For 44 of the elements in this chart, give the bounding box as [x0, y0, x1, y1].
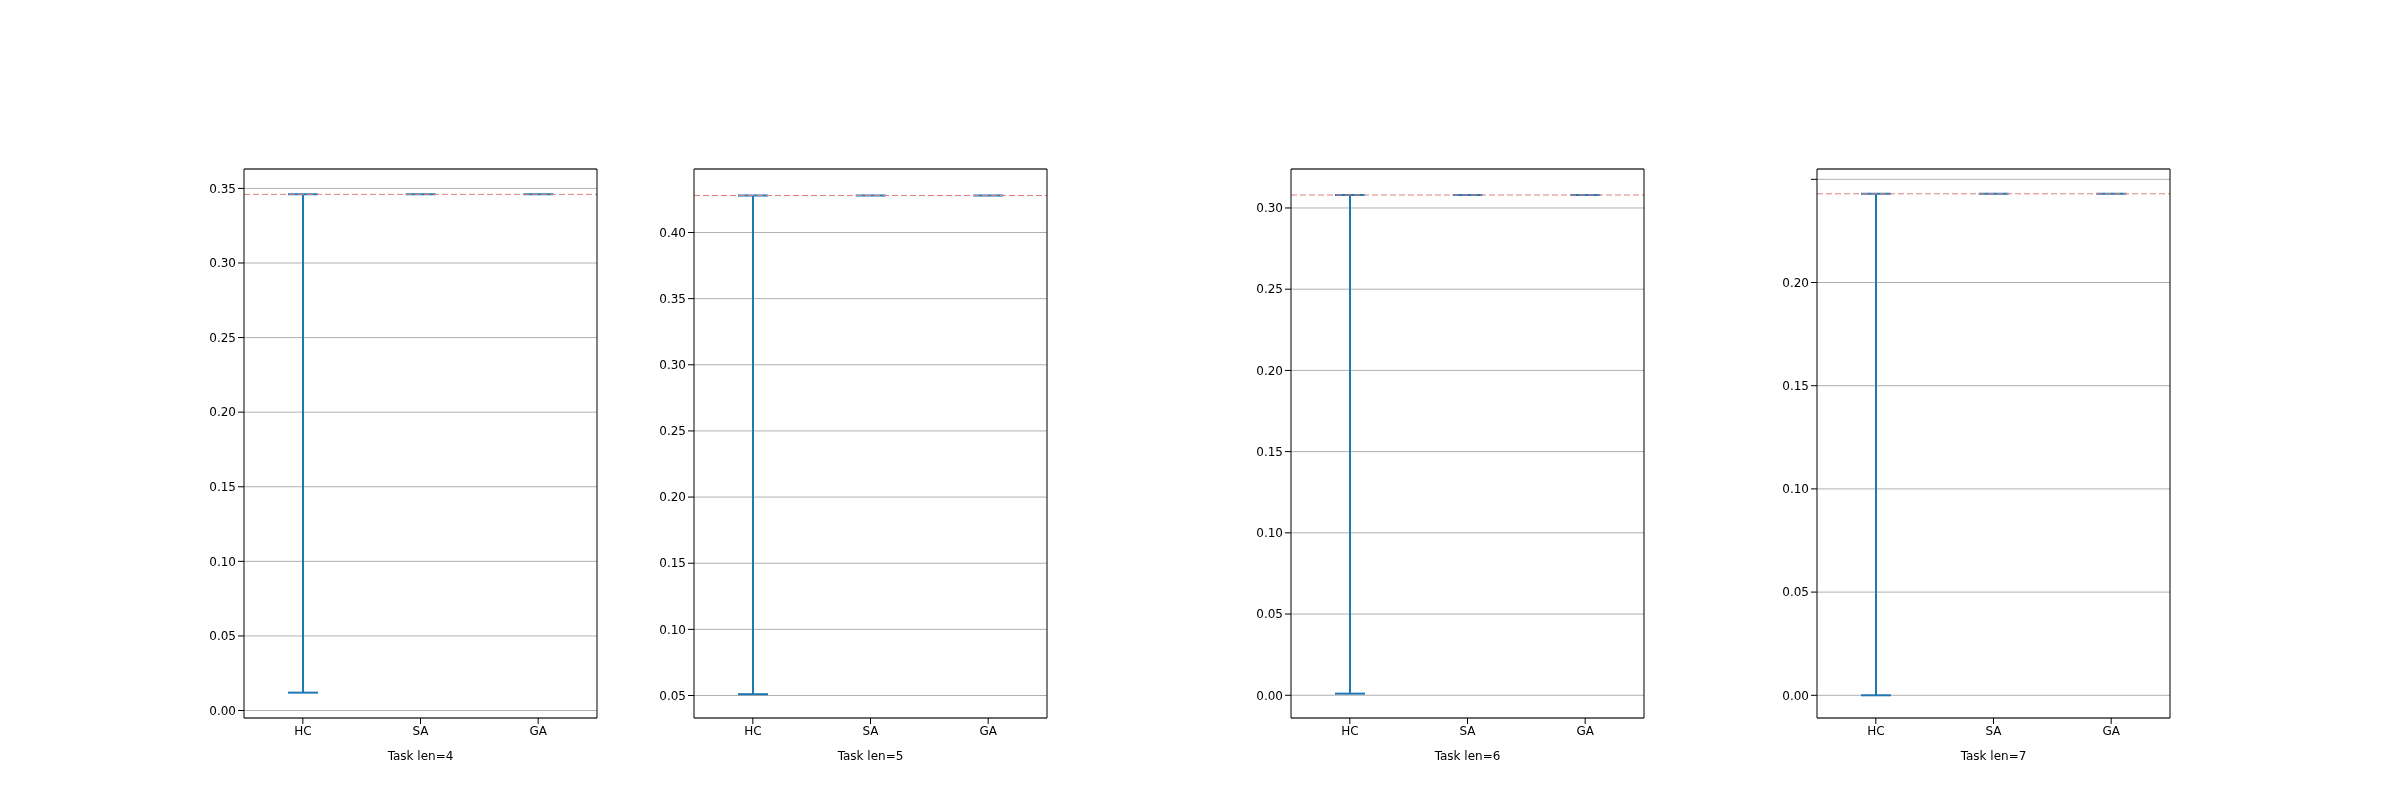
y-tick-label: 0.10 — [659, 622, 686, 637]
y-tick-label: 0.00 — [209, 703, 236, 718]
x-tick-label: GA — [529, 723, 548, 738]
y-tick-label: 0.05 — [659, 688, 686, 703]
y-tick-label: 0.20 — [1782, 275, 1809, 290]
y-tick-label: 0.20 — [209, 405, 236, 420]
x-axis-title: Task len=4 — [386, 749, 454, 763]
y-tick-label: 0.10 — [1782, 482, 1809, 497]
y-tick-label: 0.05 — [1256, 607, 1283, 622]
y-tick-label: 0.15 — [209, 480, 236, 495]
x-tick-label: HC — [1341, 723, 1359, 738]
x-tick-label: SA — [412, 723, 430, 738]
x-axis-title: Task len=6 — [1433, 749, 1501, 763]
y-tick-label: 0.35 — [659, 291, 686, 306]
y-tick-label: 0.15 — [1256, 444, 1283, 459]
y-tick-label: 0.20 — [659, 490, 686, 505]
y-tick-label: 0.35 — [209, 181, 236, 196]
y-tick-label: 0.10 — [1256, 526, 1283, 541]
y-tick-label: 0.05 — [1782, 585, 1809, 600]
y-tick-label: 0.15 — [1782, 378, 1809, 393]
x-tick-label: SA — [1985, 723, 2003, 738]
y-tick-label: 0.00 — [1256, 688, 1283, 703]
y-tick-label: 0.25 — [1256, 282, 1283, 297]
y-tick-label: 0.25 — [659, 424, 686, 439]
y-tick-label: 0.40 — [659, 225, 686, 240]
y-tick-label: 0.30 — [659, 358, 686, 373]
x-tick-label: HC — [744, 723, 762, 738]
y-tick-label: 0.25 — [209, 330, 236, 345]
y-tick-label: 0.30 — [1256, 201, 1283, 216]
y-tick-label: 0.05 — [209, 629, 236, 644]
y-tick-label: 0.30 — [209, 256, 236, 271]
x-axis-title: Task len=7 — [1959, 749, 2027, 763]
y-tick-label: 0.00 — [1782, 688, 1809, 703]
x-tick-label: GA — [1576, 723, 1595, 738]
x-tick-label: HC — [1867, 723, 1885, 738]
x-tick-label: HC — [294, 723, 312, 738]
x-tick-label: GA — [979, 723, 998, 738]
y-tick-label: 0.20 — [1256, 363, 1283, 378]
y-tick-label: 0.10 — [209, 554, 236, 569]
x-axis-title: Task len=5 — [836, 749, 904, 763]
x-tick-label: SA — [1459, 723, 1477, 738]
x-tick-label: GA — [2102, 723, 2121, 738]
x-tick-label: SA — [862, 723, 880, 738]
y-tick-label: 0.15 — [659, 556, 686, 571]
